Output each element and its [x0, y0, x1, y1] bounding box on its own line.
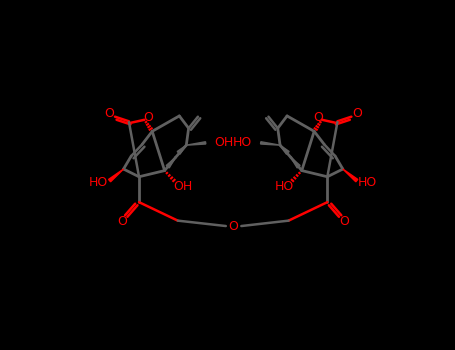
Text: O: O — [339, 215, 349, 228]
Polygon shape — [291, 158, 300, 168]
Polygon shape — [280, 145, 289, 154]
Text: OH: OH — [214, 136, 233, 149]
Text: O: O — [117, 215, 127, 228]
Text: O: O — [143, 111, 153, 124]
Text: HO: HO — [274, 180, 293, 193]
Polygon shape — [261, 142, 280, 145]
Text: HO: HO — [358, 176, 377, 189]
Polygon shape — [343, 169, 358, 182]
Text: O: O — [104, 107, 114, 120]
Text: O: O — [313, 111, 323, 124]
Text: HO: HO — [89, 176, 108, 189]
Polygon shape — [186, 142, 206, 145]
Polygon shape — [177, 145, 186, 154]
Polygon shape — [166, 158, 176, 168]
Text: OH: OH — [173, 180, 192, 193]
Text: HO: HO — [233, 136, 252, 149]
Text: O: O — [353, 107, 363, 120]
Polygon shape — [109, 169, 123, 182]
Text: O: O — [229, 219, 238, 232]
